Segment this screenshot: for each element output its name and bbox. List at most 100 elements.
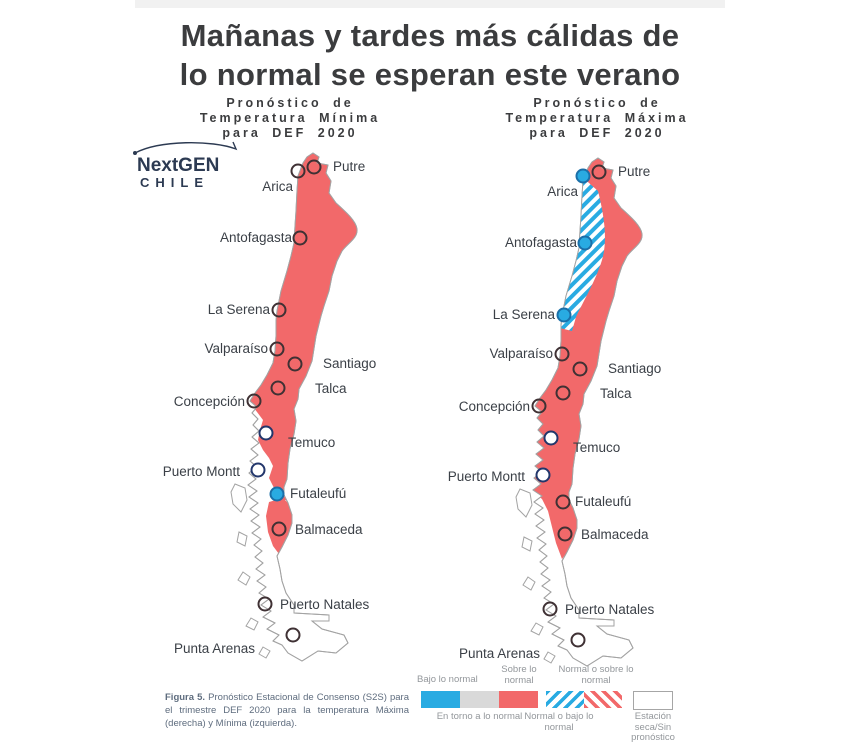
- marker-futaleufu-max: [555, 494, 571, 510]
- label-antofagasta-min: Antofagasta: [220, 230, 293, 245]
- map-title-maxima-line3: para DEF 2020: [529, 126, 665, 140]
- marker-antofagasta-min: [292, 230, 308, 246]
- page-title-line1: Mañanas y tardes más cálidas de: [180, 18, 680, 53]
- label-concepcion-min: Concepción: [174, 394, 245, 409]
- map-title-minima-line2: Temperatura Mínima: [199, 111, 381, 125]
- label-arica-max: Arica: [547, 184, 578, 199]
- marker-concepcion-min: [246, 393, 262, 409]
- label-putre-max: Putre: [618, 164, 650, 179]
- nextgen-chile-logo: NextGEN CHILE: [133, 141, 238, 190]
- logo-text-chile: CHILE: [140, 175, 209, 190]
- label-putre-min: Putre: [333, 159, 365, 174]
- label-antofagasta-max: Antofagasta: [505, 235, 578, 250]
- marker-punta-arenas-min: [285, 627, 301, 643]
- label-santiago-max: Santiago: [608, 361, 661, 376]
- marker-santiago-max: [572, 361, 588, 377]
- marker-valparaiso-min: [269, 341, 285, 357]
- islet: [237, 571, 251, 586]
- marker-temuco-min: [258, 425, 274, 441]
- label-valparaiso-max: Valparaíso: [489, 346, 553, 361]
- label-punta-arenas-min: Punta Arenas: [174, 641, 255, 656]
- legend-swatch-bajo-lo-normal: [421, 691, 460, 708]
- legend-swatch-normal-o-bajo: [546, 691, 584, 708]
- legend-swatch-en-torno: [460, 691, 499, 708]
- label-futaleufu-max: Futaleufú: [575, 494, 631, 509]
- label-puerto-natales-max: Puerto Natales: [565, 602, 655, 617]
- marker-valparaiso-max: [554, 346, 570, 362]
- marker-puerto-montt-min: [250, 462, 266, 478]
- marker-putre-max: [591, 164, 607, 180]
- label-punta-arenas-max: Punta Arenas: [459, 646, 540, 661]
- legend-label-bajo: Bajo lo normal: [417, 674, 478, 685]
- page-title: Mañanas y tardes más cálidas de lo norma…: [128, 16, 732, 94]
- legend-swatch-sobre-lo-normal: [499, 691, 538, 708]
- marker-balmaceda-max: [557, 526, 573, 542]
- label-talca-min: Talca: [315, 381, 347, 396]
- label-talca-max: Talca: [600, 386, 632, 401]
- marker-arica-min: [290, 163, 306, 179]
- marker-talca-max: [555, 385, 571, 401]
- figure-caption-label: Figura 5.: [165, 692, 206, 703]
- label-temuco-max: Temuco: [573, 440, 620, 455]
- legend-swatch-normal-o-sobre: [584, 691, 622, 708]
- label-temuco-min: Temuco: [288, 435, 335, 450]
- label-concepcion-max: Concepción: [459, 399, 530, 414]
- marker-temuco-max: [543, 430, 559, 446]
- marker-balmaceda-min: [271, 521, 287, 537]
- chiloe-island-maxima: [515, 488, 533, 518]
- legend-label-sobre: Sobre lo normal: [501, 664, 537, 686]
- islet: [543, 651, 556, 664]
- label-santiago-min: Santiago: [323, 356, 376, 371]
- islet: [258, 646, 271, 659]
- marker-arica-max: [575, 168, 591, 184]
- label-la-serena-min: La Serena: [208, 302, 271, 317]
- marker-futaleufu-min: [269, 486, 285, 502]
- label-la-serena-max: La Serena: [493, 307, 556, 322]
- label-arica-min: Arica: [262, 179, 293, 194]
- map-title-maxima: Pronóstico de Temperatura Máxima para DE…: [472, 96, 722, 141]
- marker-putre-min: [306, 159, 322, 175]
- islet: [522, 576, 536, 591]
- map-title-maxima-line2: Temperatura Máxima: [505, 111, 689, 125]
- marker-puerto-natales-max: [542, 601, 558, 617]
- map-title-maxima-line1: Pronóstico de: [533, 96, 661, 110]
- legend-label-normal-bajo: Normal o bajo lo normal: [524, 711, 594, 733]
- map-temp-maxima: Putre Arica Antofagasta La Serena Valpar…: [448, 157, 661, 667]
- legend-label-estacion: Estación seca/Sin pronóstico: [631, 711, 675, 743]
- islet: [236, 531, 248, 547]
- islet: [245, 617, 259, 631]
- logo-swoosh: [134, 141, 238, 154]
- marker-santiago-min: [287, 356, 303, 372]
- marker-puerto-natales-min: [257, 596, 273, 612]
- label-balmaceda-min: Balmaceda: [295, 522, 363, 537]
- map-title-minima-line3: para DEF 2020: [222, 126, 358, 140]
- logo-text-nextgen: NextGEN: [137, 155, 219, 176]
- map-temp-minima: Putre Arica Antofagasta La Serena Valpar…: [163, 152, 376, 662]
- label-balmaceda-max: Balmaceda: [581, 527, 649, 542]
- marker-puerto-montt-max: [535, 467, 551, 483]
- map-title-minima: Pronóstico de Temperatura Mínima para DE…: [165, 96, 415, 141]
- marker-concepcion-max: [531, 398, 547, 414]
- islet: [530, 622, 544, 636]
- marker-punta-arenas-max: [570, 632, 586, 648]
- label-puerto-montt-max: Puerto Montt: [448, 469, 526, 484]
- label-valparaiso-min: Valparaíso: [204, 341, 268, 356]
- figure-caption-text: Pronóstico Estacional de Consenso (S2S) …: [165, 692, 410, 729]
- page-title-line2: lo normal se esperan este verano: [179, 57, 681, 92]
- label-puerto-natales-min: Puerto Natales: [280, 597, 370, 612]
- legend-label-normal-sobre: Normal o sobre lo normal: [558, 664, 634, 686]
- legend-label-entorno: En torno a lo normal: [436, 711, 523, 722]
- marker-la-serena-min: [271, 302, 287, 318]
- figure-caption: Figura 5. Pronóstico Estacional de Conse…: [165, 691, 409, 730]
- marker-talca-min: [270, 380, 286, 396]
- islet: [521, 536, 533, 552]
- label-puerto-montt-min: Puerto Montt: [163, 464, 241, 479]
- page-top-strip: [135, 0, 725, 8]
- map-title-minima-line1: Pronóstico de: [226, 96, 354, 110]
- marker-antofagasta-max: [577, 235, 593, 251]
- label-futaleufu-min: Futaleufú: [290, 486, 346, 501]
- region-sobre-balmaceda-minima: [266, 498, 293, 554]
- marker-la-serena-max: [556, 307, 572, 323]
- chiloe-island-minima: [230, 483, 248, 513]
- legend-swatch-sin-pronostico: [633, 691, 673, 710]
